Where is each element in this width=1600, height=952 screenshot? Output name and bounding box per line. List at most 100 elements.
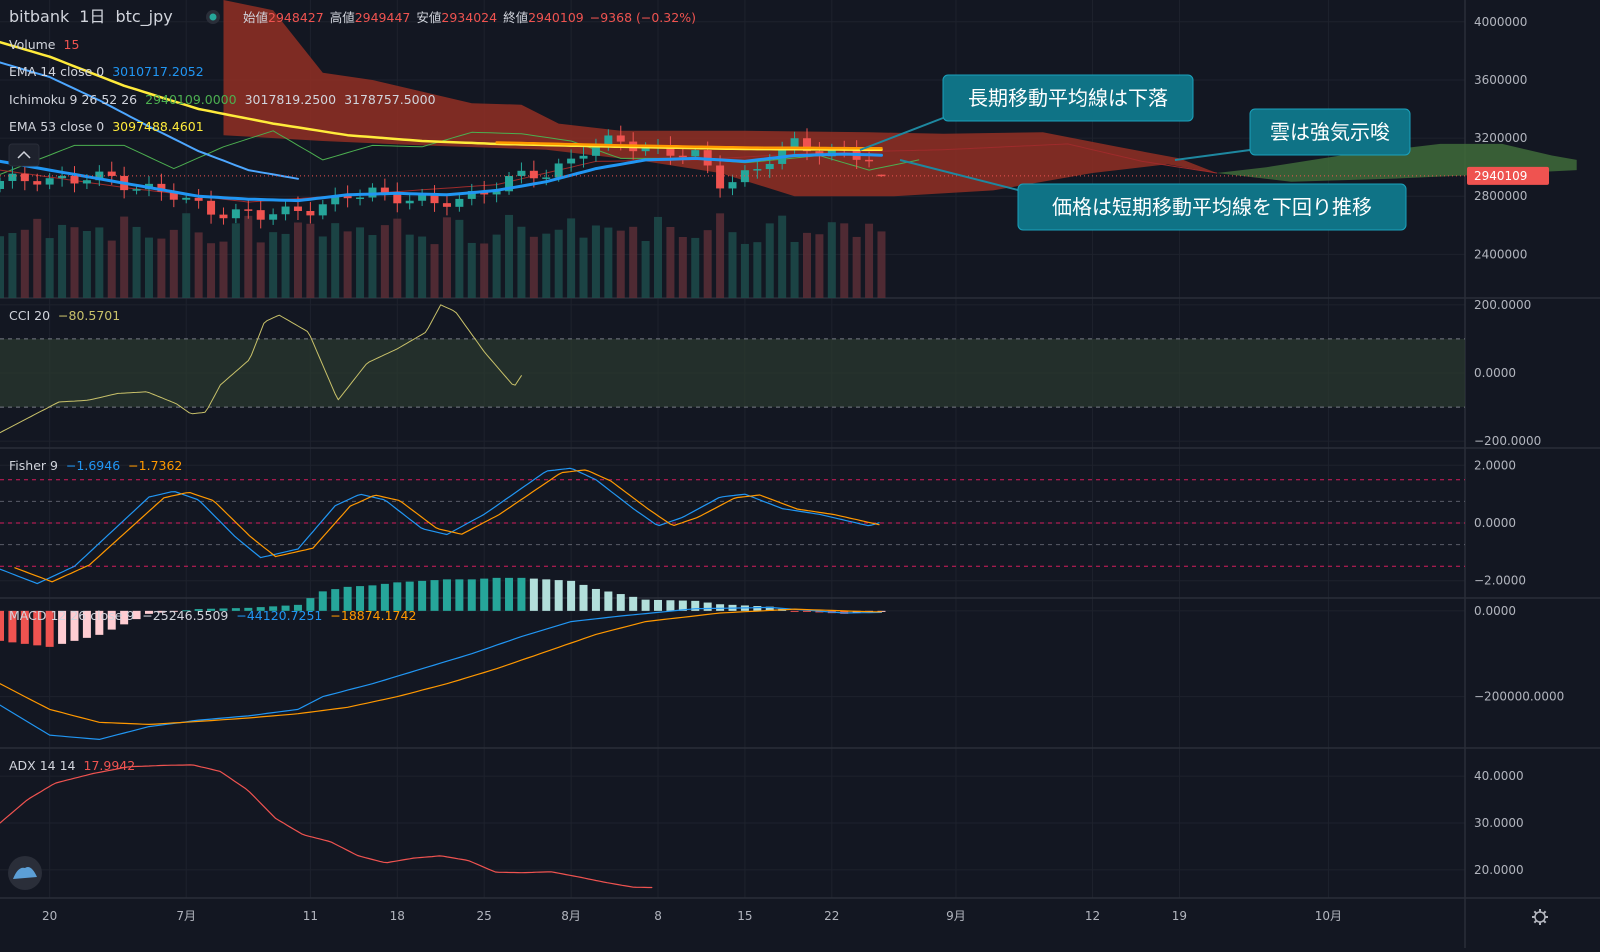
candle-body-20 (244, 209, 253, 211)
gear-tooth (1542, 919, 1547, 924)
candle-body-21 (256, 210, 265, 220)
callout-pointer-1 (1174, 149, 1251, 161)
macd-hist-bar-29 (356, 586, 365, 611)
volume-bar-18 (219, 241, 228, 298)
volume-bar-64 (790, 241, 799, 298)
legend-name: EMA 53 close 0 (9, 119, 104, 134)
adx-axis-tick: 20.0000 (1474, 863, 1524, 877)
settings-gear-icon[interactable] (1532, 909, 1548, 925)
volume-bar-60 (740, 243, 749, 298)
volume-bar-21 (256, 242, 265, 298)
fisher-pane[interactable] (0, 467, 1465, 585)
volume-bar-7 (82, 230, 91, 298)
macd-hist-bar-46 (567, 580, 576, 611)
candle-body-5 (58, 175, 67, 179)
candle-body-26 (318, 204, 327, 216)
main-axis-tick: 2800000 (1474, 189, 1527, 203)
candle-body-23 (281, 206, 290, 215)
volume-bar-31 (380, 225, 389, 298)
candle-body-37 (455, 198, 464, 207)
macd-hist-bar-2 (20, 610, 29, 644)
time-axis-tick: 8月 (561, 909, 581, 923)
cci-pane[interactable] (0, 304, 1465, 434)
candle-body-28 (343, 195, 352, 199)
price-axes[interactable]: 4000000 3600000 3200000 2800000 2400000 200.0… (1467, 15, 1564, 877)
ohlc-label: 終値 (503, 10, 528, 25)
volume-bar-63 (778, 215, 787, 298)
legend-row: EMA 14 close 0 3010717.2052 (9, 64, 204, 79)
candle-body-67 (827, 148, 836, 157)
fisher-axis-tick: −2.0000 (1474, 574, 1526, 588)
volume-bar-6 (70, 227, 79, 298)
macd-hist-bar-7 (82, 610, 91, 638)
macd-hist-bar-4 (45, 610, 54, 647)
macd-hist-bar-61 (753, 606, 762, 611)
volume-bar-62 (765, 223, 774, 298)
widgets[interactable] (8, 856, 42, 890)
volume-bar-19 (231, 223, 240, 298)
macd-hist-bar-52 (641, 599, 650, 611)
time-axis[interactable]: 20 7月 11 18 25 8月 8 15 22 9月 12 19 10月 (42, 909, 1548, 925)
main-axis-tick: 3200000 (1474, 131, 1527, 145)
macd-pane[interactable] (0, 577, 886, 740)
candle-body-52 (641, 147, 650, 152)
volume-bar-55 (678, 236, 687, 298)
callout-text-0: 長期移動平均線は下落 (968, 86, 1168, 110)
fisher-trigger-line (14, 469, 880, 583)
macd-hist-bar-13 (157, 610, 166, 613)
macd-hist-bar-51 (629, 596, 638, 611)
candle-body-59 (728, 182, 737, 189)
macd-hist-bar-62 (765, 606, 774, 611)
pane-name: MACD 12 26 close 9 (9, 608, 134, 623)
volume-bar-29 (356, 227, 365, 298)
candle-body-11 (132, 189, 141, 191)
volume-bar-12 (144, 237, 153, 298)
collapse-legend-button[interactable] (8, 143, 40, 167)
volume-bar-0 (0, 236, 4, 298)
volume-bar-24 (293, 222, 302, 298)
ohlc-value: 2949447 (355, 10, 411, 25)
main-pane[interactable] (0, 0, 1577, 298)
macd-hist-bar-22 (269, 606, 278, 611)
legend: bitbank 1日 btc_jpy 始値2948427 高値2949447 安値2934… (8, 7, 696, 773)
pane-value: −80.5701 (58, 308, 120, 323)
volume-bar-26 (318, 236, 327, 298)
volume-bar-46 (567, 218, 576, 298)
ohlc-label: 高値 (330, 10, 355, 25)
ohlc-values: 始値2948427 高値2949447 安値2934024 終値2940109 −936… (243, 10, 696, 25)
callout-text-2: 価格は短期移動平均線を下回り推移 (1052, 195, 1372, 219)
volume-bar-22 (269, 232, 278, 298)
volume-bar-53 (654, 216, 663, 298)
macd-hist-bar-33 (405, 581, 414, 611)
macd-hist-bar-24 (293, 604, 302, 611)
volume-bar-51 (629, 226, 638, 298)
volume-bar-42 (517, 226, 526, 298)
volume-bar-58 (716, 213, 725, 298)
volume-bar-27 (331, 223, 340, 298)
candle-body-42 (517, 170, 526, 176)
macd-hist-bar-50 (616, 594, 625, 611)
callout-box-1 (1249, 108, 1411, 156)
candle-body-56 (691, 150, 700, 157)
volume-bar-28 (343, 231, 352, 298)
candle-body-54 (666, 146, 675, 156)
callout-pointer-0 (859, 117, 944, 151)
legend-value: 3017819.2500 (245, 92, 337, 107)
volume-bar-38 (467, 242, 476, 298)
candle-body-19 (231, 209, 240, 219)
volume-bar-30 (368, 235, 377, 298)
candle-body-24 (293, 206, 302, 211)
volume-bar-5 (58, 224, 67, 298)
macd-hist-bar-27 (331, 589, 340, 611)
macd-hist-bar-16 (194, 609, 203, 611)
market-status-dot (209, 13, 217, 21)
candle-body-16 (194, 197, 203, 201)
candle-body-36 (442, 203, 451, 207)
ohlc-label: 安値 (416, 10, 441, 25)
ohlc-value: 2940109 (528, 10, 584, 25)
adx-pane[interactable] (0, 764, 653, 889)
chevron-up-icon (17, 150, 31, 159)
volume-bar-52 (641, 240, 650, 298)
gear-tooth (1542, 910, 1547, 915)
